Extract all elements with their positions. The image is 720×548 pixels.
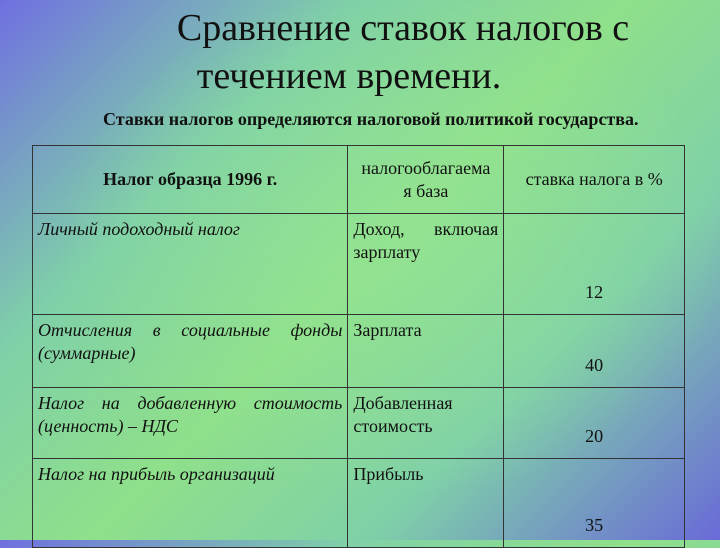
tax-rate-cell: 35 <box>503 458 685 548</box>
table-header-row: Налог образца 1996 г. налогооблагаема я … <box>31 145 685 214</box>
header-tax-rate: ставка налога в % <box>503 145 685 214</box>
tax-name-cell: Личный подоходный налог <box>31 213 349 315</box>
header-tax-base: налогооблагаема я база <box>347 145 505 214</box>
tax-base-cell: Зарплата <box>347 314 505 388</box>
slide-title-line-2: течением времени. <box>196 55 502 97</box>
tax-rate-cell: 20 <box>503 387 685 459</box>
tax-base-cell: Доход, включая зарплату <box>347 213 505 315</box>
header-tax-base-line-1: налогооблагаема <box>361 157 491 178</box>
tax-rate-cell: 40 <box>503 314 685 388</box>
slide-subtitle: Ставки налогов определяются налоговой по… <box>103 109 639 129</box>
slide-title-line-1: Сравнение ставок налогов с <box>176 7 630 49</box>
table-row: Личный подоходный налог Доход, включая з… <box>31 213 685 315</box>
table-row: Налог на добавленную стоимость (ценность… <box>31 387 685 459</box>
tax-name-cell: Отчисления в социальные фонды (суммарные… <box>31 314 349 388</box>
tax-name-cell: Налог на прибыль организаций <box>31 458 349 548</box>
table-row: Отчисления в социальные фонды (суммарные… <box>31 314 685 388</box>
tax-base-cell: Прибыль <box>347 458 505 548</box>
header-tax: Налог образца 1996 г. <box>31 145 349 214</box>
table-row: Налог на прибыль организаций Прибыль 35 <box>31 458 685 548</box>
header-tax-base-line-2: я база <box>403 180 449 201</box>
slide-title: Сравнение ставок налогов с течением врем… <box>0 4 720 100</box>
tax-rate-cell: 12 <box>503 213 685 315</box>
tax-base-cell: Добавленная стоимость <box>347 387 505 459</box>
tax-comparison-table: Налог образца 1996 г. налогооблагаема я … <box>31 145 685 548</box>
tax-name-cell: Налог на добавленную стоимость (ценность… <box>31 387 349 459</box>
